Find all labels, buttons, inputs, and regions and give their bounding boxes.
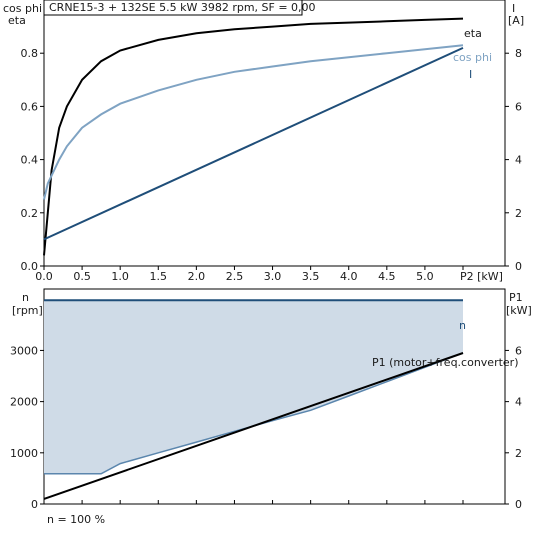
bottom-right-y-tick-label: 2 <box>515 447 522 460</box>
top-x-tick-label: 3.0 <box>264 270 282 283</box>
top-right-y-tick-label: 0 <box>515 260 522 273</box>
bottom-x-ticks <box>43 500 464 504</box>
top-right-y-tick-label: 4 <box>515 154 522 167</box>
bottom-right-y-tick-label: 0 <box>515 498 522 511</box>
bottom-left-y-tick-label: 1000 <box>10 447 38 460</box>
bottom-right-y-tick-label: 4 <box>515 396 522 409</box>
top-x-tick-label: 2.0 <box>188 270 206 283</box>
current-series-label: I <box>469 68 472 81</box>
bottom-right-y-tick-label: 6 <box>515 344 522 357</box>
top-left-y-tick-label: 0.4 <box>21 154 39 167</box>
bottom-left-y-ticks: 0 1000 2000 3000 <box>10 344 44 511</box>
top-x-tick-label: 5.0 <box>416 270 434 283</box>
bottom-right-axis-label-1: P1 <box>509 291 523 304</box>
bottom-right-axis-label-2: [kW] <box>506 304 532 317</box>
top-x-tick-label: 4.5 <box>378 270 396 283</box>
top-x-ticks: 0.0 0.5 1.0 1.5 2.0 2.5 3.0 3.5 4.0 4.5 5.0 P2 [kW] <box>35 266 503 283</box>
bottom-left-y-tick-label: 3000 <box>10 344 38 357</box>
p1-series-label: P1 (motor+freq.converter) <box>372 356 519 369</box>
current-curve <box>43 46 464 241</box>
top-left-y-ticks: 0.0 0.2 0.4 0.6 0.8 <box>21 47 44 273</box>
bottom-right-y-ticks: 0 2 4 6 <box>505 344 522 511</box>
top-panel-frame <box>43 0 506 267</box>
top-x-tick-label: 0.5 <box>73 270 91 283</box>
top-right-y-tick-label: 6 <box>515 100 522 113</box>
top-right-y-tick-label: 8 <box>515 47 522 60</box>
top-x-tick-label: 4.0 <box>340 270 358 283</box>
top-right-y-tick-label: 2 <box>515 207 522 220</box>
cos-phi-curve <box>43 44 464 200</box>
cos-phi-series-label: cos phi <box>453 51 492 64</box>
speed-range-area <box>44 300 463 474</box>
top-x-tick-label: 1.5 <box>150 270 168 283</box>
top-left-axis-label-2: eta <box>8 14 26 27</box>
bottom-left-y-tick-label: 0 <box>31 498 38 511</box>
top-left-y-tick-label: 0.8 <box>21 47 39 60</box>
chart-title: CRNE15-3 + 132SE 5.5 kW 3982 rpm, SF = 0… <box>49 1 316 14</box>
top-right-axis-label-1: I <box>512 2 515 15</box>
eta-curve <box>43 17 464 256</box>
bottom-left-axis-label-1: n <box>22 291 29 304</box>
bottom-left-axis-label-2: [rpm] <box>12 304 43 317</box>
footer-note: n = 100 % <box>47 513 105 526</box>
top-x-tick-label: 0.0 <box>35 270 53 283</box>
top-left-y-tick-label: 0.6 <box>21 100 39 113</box>
top-left-axis-label-1: cos phi <box>3 2 42 15</box>
top-right-y-ticks: 0 2 4 6 8 <box>505 47 522 273</box>
eta-series-label: eta <box>464 27 482 40</box>
top-x-tick-label: P2 [kW] <box>460 270 503 283</box>
top-right-axis-label-2: [A] <box>508 14 524 27</box>
top-x-tick-label: 3.5 <box>302 270 320 283</box>
bottom-left-y-tick-label: 2000 <box>10 396 38 409</box>
top-left-y-tick-label: 0.0 <box>21 260 39 273</box>
speed-series-label: n <box>459 319 466 332</box>
top-left-y-tick-label: 0.2 <box>21 207 39 220</box>
top-x-tick-label: 1.0 <box>111 270 129 283</box>
top-x-tick-label: 2.5 <box>226 270 244 283</box>
p1-curve <box>43 352 464 500</box>
